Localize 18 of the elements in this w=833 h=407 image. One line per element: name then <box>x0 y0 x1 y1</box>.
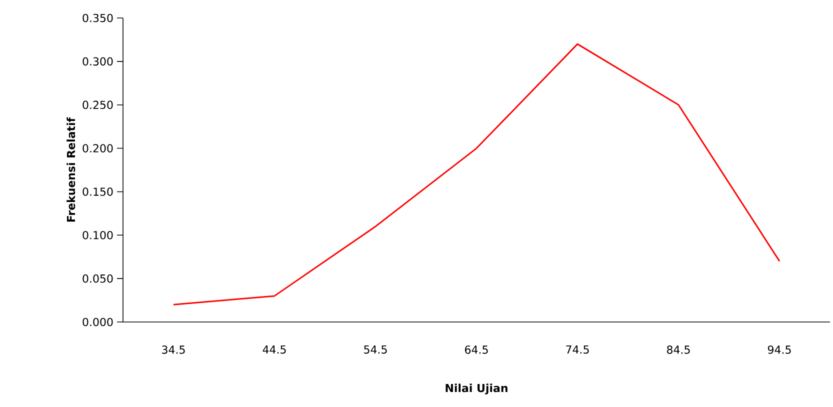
x-tick-label: 54.5 <box>364 346 387 354</box>
line-series <box>172 43 780 306</box>
y-tick-label: 0.050 <box>82 274 113 283</box>
x-tick-label: 74.5 <box>566 346 589 354</box>
y-tick-label: 0.350 <box>82 14 113 22</box>
y-tick-label: 0.100 <box>82 230 113 240</box>
x-tick-label: 64.5 <box>465 346 488 354</box>
y-axis-title: Frekuensi Relatif <box>66 117 76 222</box>
x-tick-label: 44.5 <box>262 346 286 354</box>
y-tick-label: 0.300 <box>82 57 113 66</box>
y-tick-label: 0.000 <box>82 318 113 326</box>
x-tick-label: 94.5 <box>768 346 791 354</box>
y-tick-label: 0.250 <box>82 100 113 110</box>
x-tick-label: 84.5 <box>667 346 690 354</box>
y-tick-label: 0.150 <box>82 188 113 196</box>
y-tick-label: 0.200 <box>82 144 113 152</box>
x-tick-label: 34.5 <box>162 346 185 354</box>
x-axis-title: Nilai Ujian <box>446 384 508 394</box>
